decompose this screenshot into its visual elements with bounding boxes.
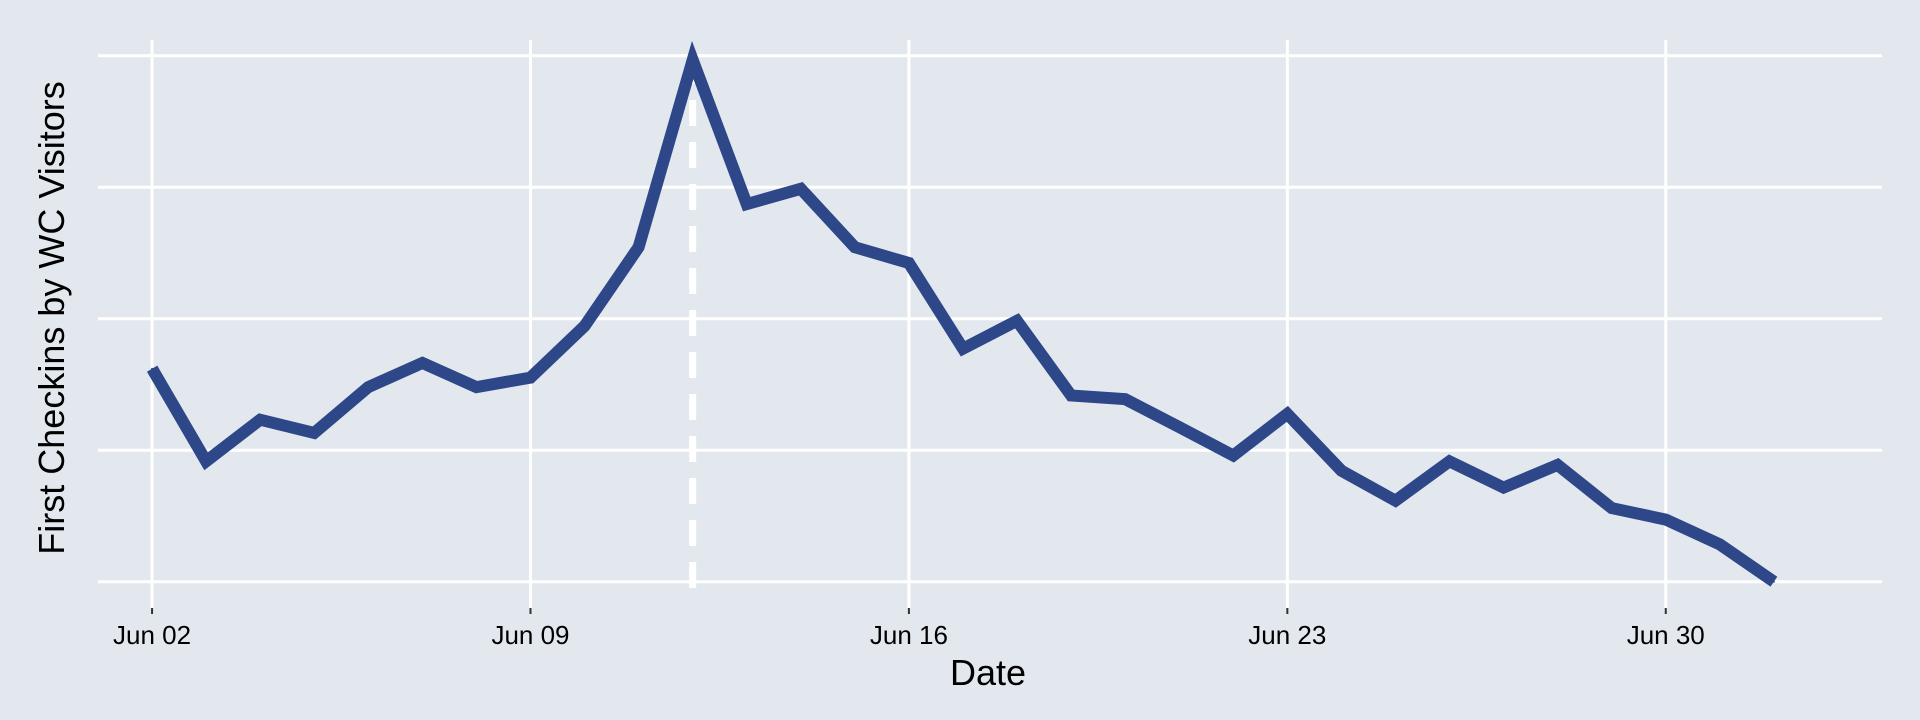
x-tick-label-3: Jun 23 bbox=[1248, 620, 1326, 650]
data-point-1 bbox=[205, 460, 208, 463]
data-point-21 bbox=[1286, 412, 1289, 415]
x-tick-label-0: Jun 02 bbox=[113, 620, 191, 650]
y-axis-title: First Checkins by WC Visitors bbox=[31, 81, 72, 554]
x-tick-label-1: Jun 09 bbox=[491, 620, 569, 650]
data-point-2 bbox=[259, 418, 262, 421]
data-point-29 bbox=[1718, 543, 1721, 546]
x-axis-ticks: Jun 02 Jun 09 Jun 16 Jun 23 Jun 30 bbox=[113, 608, 1705, 650]
data-point-26 bbox=[1556, 463, 1559, 466]
data-point-25 bbox=[1502, 486, 1505, 489]
data-point-23 bbox=[1394, 499, 1397, 502]
data-point-12 bbox=[799, 187, 802, 190]
data-point-6 bbox=[475, 386, 478, 389]
data-point-9 bbox=[637, 246, 640, 249]
data-point-15 bbox=[961, 347, 964, 350]
data-point-0 bbox=[151, 367, 154, 370]
data-point-16 bbox=[1016, 319, 1019, 322]
data-point-19 bbox=[1178, 426, 1181, 429]
data-point-18 bbox=[1124, 398, 1127, 401]
data-point-13 bbox=[853, 246, 856, 249]
x-tick-label-4: Jun 30 bbox=[1627, 620, 1705, 650]
data-point-5 bbox=[421, 361, 424, 364]
data-point-10 bbox=[691, 58, 694, 61]
data-point-8 bbox=[583, 325, 586, 328]
data-point-28 bbox=[1664, 518, 1667, 521]
x-tick-label-2: Jun 16 bbox=[870, 620, 948, 650]
grid bbox=[98, 40, 1882, 608]
data-point-24 bbox=[1448, 460, 1451, 463]
data-point-7 bbox=[529, 376, 532, 379]
data-point-14 bbox=[907, 261, 910, 264]
data-point-17 bbox=[1070, 394, 1073, 397]
data-point-22 bbox=[1340, 469, 1343, 472]
data-point-20 bbox=[1232, 454, 1235, 457]
series-layer bbox=[146, 40, 1778, 587]
data-point-11 bbox=[745, 203, 748, 206]
data-point-3 bbox=[313, 431, 316, 434]
x-axis-title: Date bbox=[950, 652, 1026, 693]
data-point-4 bbox=[367, 386, 370, 389]
data-point-30 bbox=[1772, 580, 1775, 583]
data-point-27 bbox=[1610, 507, 1613, 510]
